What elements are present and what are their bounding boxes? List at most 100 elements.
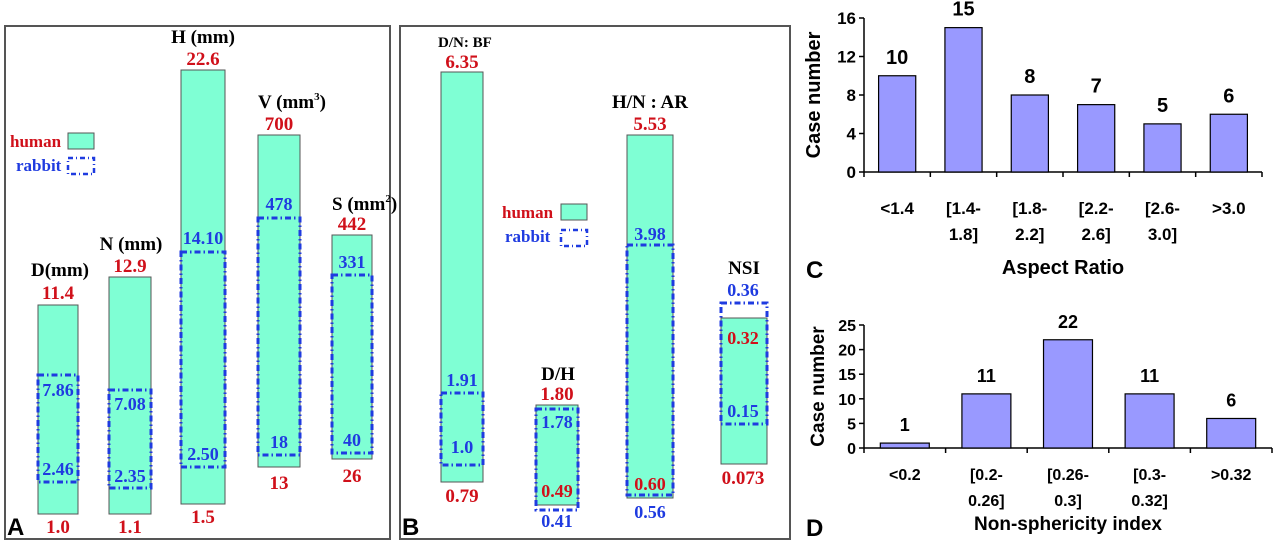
panel-d-letter: D bbox=[806, 515, 823, 542]
column-n-rabbit-range bbox=[107, 388, 153, 490]
legend-human-label: human bbox=[10, 132, 62, 151]
column-dh-human-max: 1.80 bbox=[540, 384, 573, 405]
column-d-human-min: 1.0 bbox=[46, 517, 70, 538]
legend-human-swatch bbox=[67, 132, 95, 150]
panel-b: B human rabbit D/N: BF 6.35 1.91 1.0 0.7… bbox=[399, 25, 791, 541]
column-dh-title: D/H bbox=[541, 364, 575, 385]
column-dn-human-max: 6.35 bbox=[445, 52, 478, 73]
column-s-rabbit-min: 40 bbox=[343, 430, 361, 450]
undefined-bar-value-label: 11 bbox=[977, 366, 996, 386]
column-h-human-bar bbox=[180, 69, 226, 505]
undefined-bar bbox=[1010, 94, 1050, 173]
column-d-rabbit-min: 2.46 bbox=[42, 459, 74, 479]
column-nsi-human-min: 0.073 bbox=[722, 468, 765, 489]
undefined-y-tick-label: 4 bbox=[847, 125, 857, 144]
column-dh-rabbit-range bbox=[534, 407, 580, 512]
legend-rabbit-label: rabbit bbox=[16, 156, 62, 175]
undefined-category-label: <1.4 bbox=[880, 199, 914, 218]
column-hn-rabbit-max: 3.98 bbox=[634, 224, 666, 244]
column-nsi-rabbit-min: 0.15 bbox=[727, 401, 759, 421]
column-nsi-rabbit-range bbox=[719, 301, 769, 426]
column-dn-rabbit-max: 1.91 bbox=[446, 370, 478, 390]
column-d-human-max: 11.4 bbox=[42, 283, 75, 304]
column-s-title: S (mm2) bbox=[332, 193, 397, 215]
legend-rabbit-swatch bbox=[66, 156, 96, 176]
column-hn-human-max: 5.53 bbox=[633, 114, 666, 135]
undefined-category-label: >3.0 bbox=[1212, 199, 1246, 218]
column-dn-human-min: 0.79 bbox=[445, 486, 478, 507]
column-s-human-min: 26 bbox=[343, 466, 362, 487]
undefined-y-tick-label: 10 bbox=[838, 392, 856, 409]
panel-c-letter: C bbox=[806, 257, 823, 284]
undefined-bar bbox=[1076, 104, 1116, 173]
legend-rabbit-label: rabbit bbox=[505, 227, 551, 246]
undefined-bar-value-label: 22 bbox=[1058, 312, 1078, 332]
undefined-bar-value-label: 11 bbox=[1140, 366, 1159, 386]
undefined-bar-value-label: 8 bbox=[1024, 66, 1035, 88]
column-d: D(mm) 11.4 7.86 2.46 1.0 bbox=[31, 260, 89, 538]
undefined-category-label: 1.8] bbox=[949, 225, 978, 244]
legend-rabbit-swatch bbox=[559, 228, 589, 248]
undefined-bar-value-label: 1 bbox=[900, 415, 910, 435]
column-h-human-min: 1.5 bbox=[191, 507, 215, 528]
column-n-rabbit-max: 7.08 bbox=[114, 394, 146, 414]
column-hn-rabbit-range bbox=[625, 243, 675, 497]
undefined-bar-value-label: 5 bbox=[1157, 95, 1168, 117]
undefined-bar bbox=[1042, 339, 1094, 449]
undefined-bar-value-label: 6 bbox=[1226, 390, 1236, 410]
undefined-category-label: 2.6] bbox=[1082, 225, 1111, 244]
column-v-title: V (mm3) bbox=[258, 91, 326, 113]
column-n-title: N (mm) bbox=[100, 234, 163, 255]
column-dh-rabbit-max: 1.78 bbox=[541, 412, 573, 432]
undefined-y-tick-label: 20 bbox=[838, 343, 856, 360]
column-h: H (mm) 22.6 14.10 2.50 1.5 bbox=[171, 27, 235, 528]
column-hn-title: H/N : AR bbox=[612, 92, 688, 113]
panel-a-frame bbox=[4, 25, 391, 540]
panel-b-legend: human rabbit bbox=[502, 203, 589, 248]
column-dh-human-min: 0.49 bbox=[541, 481, 573, 501]
undefined-x-axis-label: Non-sphericity index bbox=[974, 514, 1162, 535]
column-n-human-max: 12.9 bbox=[113, 256, 146, 277]
column-hn-human-bar bbox=[626, 134, 674, 499]
legend-human-swatch bbox=[560, 203, 588, 221]
undefined-bar bbox=[1124, 393, 1175, 449]
undefined-category-label: 0.3] bbox=[1054, 493, 1082, 510]
undefined-bar-value-label: 6 bbox=[1223, 85, 1234, 107]
undefined-category-label: [0.26- bbox=[1047, 467, 1089, 484]
undefined-x-axis-label: Aspect Ratio bbox=[1002, 257, 1124, 279]
panel-b-letter: B bbox=[402, 514, 419, 541]
column-nsi-rabbit-max: 0.36 bbox=[727, 280, 759, 300]
column-n-human-min: 1.1 bbox=[118, 517, 142, 538]
column-dn-title: D/N: BF bbox=[438, 35, 492, 51]
undefined-category-label: 3.0] bbox=[1148, 225, 1177, 244]
undefined-category-label: 2.2] bbox=[1015, 225, 1044, 244]
undefined-y-tick-label: 8 bbox=[847, 86, 856, 105]
undefined-bar bbox=[1143, 123, 1182, 173]
column-dn-human-bar bbox=[440, 71, 484, 483]
column-v-rabbit-max: 478 bbox=[266, 194, 293, 214]
undefined-y-tick-label: 0 bbox=[847, 163, 856, 182]
column-v: V (mm3) 700 478 18 13 bbox=[256, 91, 326, 494]
column-dn-rabbit-min: 1.0 bbox=[451, 437, 474, 457]
undefined-y-tick-label: 16 bbox=[837, 9, 856, 28]
panel-b-frame bbox=[399, 25, 791, 540]
undefined-bar-value-label: 10 bbox=[886, 47, 908, 69]
undefined-category-label: 0.32] bbox=[1131, 493, 1167, 510]
column-nsi-human-bar bbox=[720, 317, 768, 465]
column-nsi: NSI 0.36 0.32 0.15 0.073 bbox=[719, 258, 769, 489]
undefined-bar-value-label: 7 bbox=[1091, 76, 1102, 98]
undefined-bar bbox=[1209, 113, 1249, 173]
undefined-category-label: <0.2 bbox=[889, 467, 921, 484]
undefined-bar bbox=[1206, 417, 1257, 449]
legend-human-label: human bbox=[502, 203, 554, 222]
column-hn-human-min: 0.60 bbox=[634, 474, 666, 494]
column-h-human-max: 22.6 bbox=[186, 49, 219, 70]
column-nsi-human-max: 0.32 bbox=[727, 328, 759, 348]
column-d-title: D(mm) bbox=[31, 260, 89, 281]
panel-a-legend: human rabbit bbox=[10, 132, 96, 176]
column-v-rabbit-min: 18 bbox=[270, 432, 288, 452]
undefined-y-tick-label: 12 bbox=[837, 48, 856, 67]
undefined-bar bbox=[961, 393, 1012, 449]
column-n-human-bar bbox=[108, 276, 152, 515]
panel-d: 0 5 10 15 20 25 1 <0.2 11 [0.2- 0.26] 22 [0.26- 0.3] 1… bbox=[808, 312, 1273, 535]
